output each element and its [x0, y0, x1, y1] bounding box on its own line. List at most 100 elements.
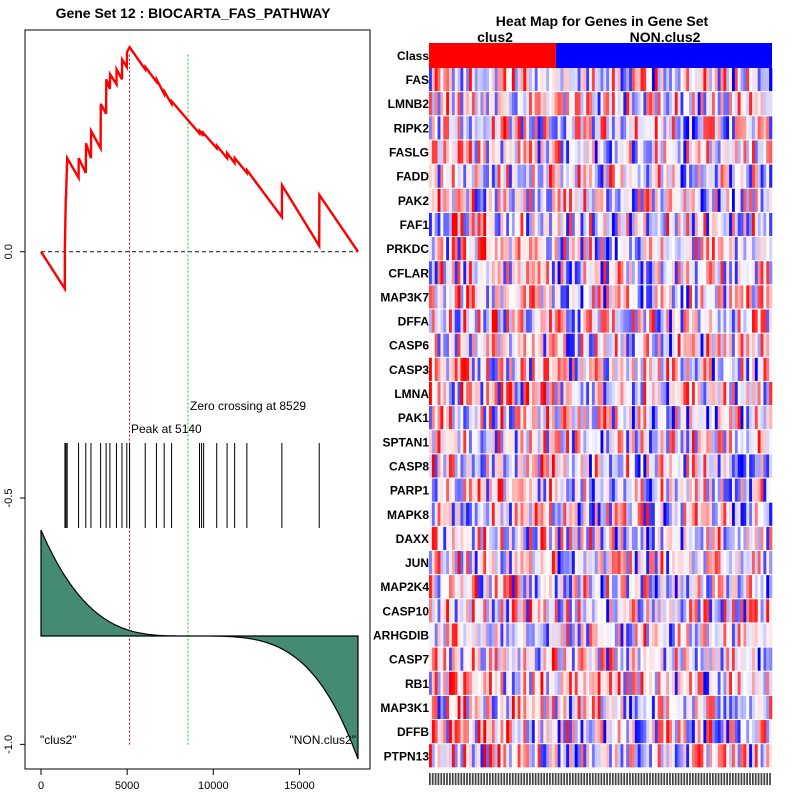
- heatmap-cell: [466, 551, 470, 575]
- heatmap-cell: [569, 575, 573, 599]
- heatmap-row: [429, 454, 773, 478]
- heatmap-cell: [489, 237, 493, 261]
- heatmap-row: [429, 744, 773, 768]
- heatmap-cell: [623, 744, 627, 768]
- heatmap-cell: [469, 695, 473, 720]
- heatmap-cell: [531, 309, 536, 333]
- heatmap-cell: [737, 188, 741, 212]
- sample-label-mark: [514, 773, 517, 785]
- heatmap-cell: [723, 309, 727, 333]
- heatmap-cell: [703, 357, 707, 381]
- heatmap-cell: [643, 720, 647, 744]
- heatmap-cell: [551, 454, 556, 478]
- heatmap-cell: [646, 695, 650, 720]
- heatmap-cell: [737, 647, 741, 671]
- heatmap-cell: [583, 381, 587, 406]
- heatmap-cell: [769, 551, 773, 575]
- heatmap-cell: [637, 454, 641, 478]
- heatmap-cell: [646, 92, 650, 116]
- heatmap-cell: [431, 261, 436, 285]
- heatmap-cell: [434, 140, 438, 164]
- heatmap-cell: [689, 309, 693, 333]
- heatmap-cell: [566, 623, 570, 647]
- heatmap-cell: [429, 720, 433, 744]
- heatmap-cell: [580, 671, 584, 695]
- heatmap-cell: [591, 599, 596, 623]
- heatmap-cell: [651, 720, 656, 744]
- heatmap-cell: [766, 478, 770, 502]
- heatmap-cell: [649, 68, 653, 92]
- heatmap-cell: [451, 333, 456, 357]
- heatmap-cell: [560, 357, 564, 381]
- heatmap-cell: [657, 406, 661, 430]
- heatmap-cell: [526, 623, 530, 647]
- heatmap-cell: [591, 454, 596, 478]
- heatmap-row: [429, 647, 773, 671]
- heatmap-cell: [646, 237, 650, 261]
- heatmap-cell: [666, 671, 670, 695]
- heatmap-cell: [694, 575, 698, 599]
- sample-label-mark: [709, 773, 711, 785]
- heatmap-cell: [691, 333, 696, 357]
- heatmap-cell: [574, 623, 578, 647]
- heatmap-cell: [631, 551, 636, 575]
- heatmap-cell: [540, 406, 544, 430]
- heatmap-cell: [611, 551, 616, 575]
- heatmap-cell: [517, 406, 521, 430]
- heatmap-cell: [563, 164, 567, 188]
- heatmap-cell: [637, 309, 641, 333]
- heatmap-cell: [769, 671, 773, 695]
- heatmap-cell: [443, 695, 447, 720]
- heatmap-cell: [617, 309, 621, 333]
- heatmap-cell: [714, 140, 718, 164]
- heatmap-cell: [643, 575, 647, 599]
- heatmap-cell: [680, 285, 684, 309]
- sample-label-mark: [769, 773, 771, 785]
- heatmap-cell: [503, 188, 507, 212]
- heatmap-cell: [583, 116, 587, 140]
- sample-label-mark: [634, 773, 637, 785]
- heatmap-row: [429, 551, 773, 575]
- heatmap-cell: [594, 695, 598, 720]
- heatmap-cell: [549, 430, 553, 454]
- heatmap-cell: [689, 212, 693, 237]
- heatmap-cell: [557, 261, 561, 285]
- heatmap-cell: [700, 647, 704, 671]
- heatmap-cell: [611, 237, 616, 261]
- heatmap-cell: [571, 237, 576, 261]
- heatmap-cell: [434, 575, 438, 599]
- heatmap-cell: [677, 212, 681, 237]
- heatmap-cell: [597, 237, 601, 261]
- heatmap-cell: [629, 695, 633, 720]
- heatmap-cell: [546, 671, 550, 695]
- heatmap-cell: [757, 68, 761, 92]
- heatmap-cell: [526, 333, 530, 357]
- heatmap-cell: [594, 309, 598, 333]
- heatmap-cell: [740, 212, 744, 237]
- heatmap-cell: [754, 599, 759, 623]
- heatmap-cell: [594, 430, 598, 454]
- heatmap-cell: [531, 285, 536, 309]
- heatmap-cell: [514, 623, 518, 647]
- heatmap-cell: [557, 333, 561, 357]
- heatmap-cell: [631, 309, 636, 333]
- heatmap-cell: [483, 261, 487, 285]
- heatmap-cell: [689, 406, 693, 430]
- heatmap-cell: [766, 140, 770, 164]
- heatmap-cell: [500, 92, 504, 116]
- heatmap-cell: [714, 92, 718, 116]
- heatmap-row: [429, 430, 773, 454]
- heatmap-cell: [654, 695, 658, 720]
- heatmap-cell: [749, 478, 753, 502]
- heatmap-cell: [463, 671, 467, 695]
- heatmap-cell: [671, 744, 676, 768]
- sample-label-mark: [474, 773, 477, 785]
- heatmap-cell: [480, 744, 484, 768]
- heatmap-cell: [611, 623, 616, 647]
- heatmap-cell: [757, 237, 761, 261]
- heatmap-cell: [683, 551, 687, 575]
- heatmap-cell: [549, 68, 553, 92]
- heatmap-cell: [451, 744, 456, 768]
- heatmap-cell: [434, 333, 438, 357]
- heatmap-cell: [540, 430, 544, 454]
